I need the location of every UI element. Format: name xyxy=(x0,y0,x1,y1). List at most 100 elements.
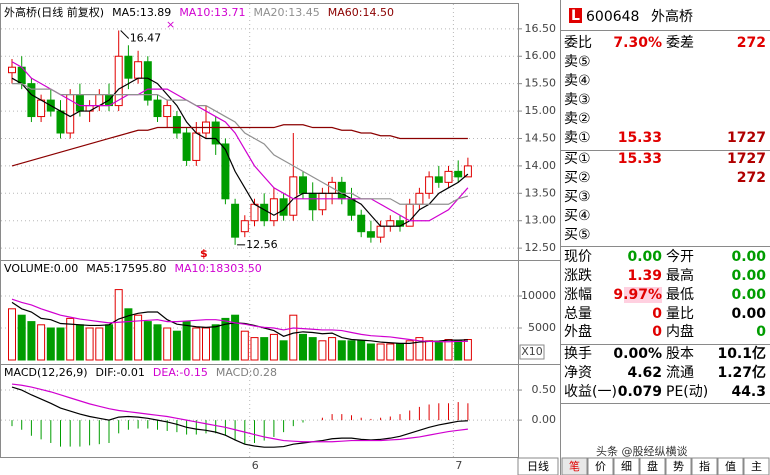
tab-label[interactable]: 盘 xyxy=(647,459,658,473)
candle-body xyxy=(250,203,259,222)
volume-bar xyxy=(192,327,201,361)
row-label: 内盘 xyxy=(666,323,694,340)
row-label: 换手 xyxy=(564,345,592,362)
volume-bar xyxy=(425,340,434,361)
volume-bar xyxy=(66,317,75,361)
y-tick-label: 10000 xyxy=(521,289,556,302)
row-value: 0.079 xyxy=(618,384,662,400)
tab-label[interactable]: 笔 xyxy=(569,459,580,473)
volume-bar xyxy=(240,330,249,361)
quote-panel: L 600648 外高桥 委比 7.30% 委差 272 卖⑤ 卖④ 卖③ 卖② 卖① 15.33… xyxy=(561,8,770,404)
volume-bar xyxy=(17,314,26,361)
candle-body xyxy=(124,55,133,79)
legend-label: MA5:13.89 xyxy=(112,6,171,19)
tab[interactable] xyxy=(665,457,692,475)
row-label: 外盘 xyxy=(564,323,592,340)
y-tick-label: 0.00 xyxy=(532,413,557,426)
volume-bar xyxy=(8,308,16,361)
legend-label: MA10:18303.50 xyxy=(174,262,261,275)
row-label: 卖④ xyxy=(564,73,591,89)
tab-label[interactable]: 指 xyxy=(699,459,710,473)
legend-label: MA60:14.50 xyxy=(328,6,394,19)
candle-body xyxy=(308,192,317,211)
candle-body xyxy=(182,132,191,161)
volume-bar xyxy=(434,341,443,361)
candle-body xyxy=(425,176,434,194)
volume-bar xyxy=(143,321,152,361)
ma-line xyxy=(11,124,468,167)
candle-body xyxy=(211,121,220,145)
volume-bar xyxy=(328,337,337,361)
tab-label[interactable]: 日线 xyxy=(527,459,549,473)
row-value: 0.00 xyxy=(731,287,766,303)
row-label: 委差 xyxy=(666,35,694,51)
legend-label: 外高桥(日线 前复权) xyxy=(4,5,104,19)
tab-label[interactable]: 值 xyxy=(725,460,736,473)
y-tick-label: 15.00 xyxy=(525,104,557,117)
row-label: 买② xyxy=(564,170,591,186)
row-label: 买③ xyxy=(564,189,591,205)
tab[interactable] xyxy=(613,457,640,475)
volume-bar xyxy=(124,308,133,361)
candle-body xyxy=(415,192,424,205)
candle-body xyxy=(289,176,298,216)
row-label: 买④ xyxy=(564,208,591,224)
candle-body xyxy=(260,203,269,222)
row-label: 卖② xyxy=(564,111,591,127)
marker-icon: × xyxy=(166,18,175,31)
row-value: 44.3 xyxy=(731,384,766,400)
candle-body xyxy=(269,198,278,222)
volume-bar xyxy=(37,324,46,361)
volume-bar xyxy=(289,314,298,361)
volume-bar xyxy=(172,330,181,361)
volume-bar xyxy=(221,317,230,361)
tab[interactable] xyxy=(561,457,588,475)
row-value: 0.00 xyxy=(627,249,662,265)
legend-label: DEA:-0.15 xyxy=(153,366,208,379)
volume-bar xyxy=(56,327,65,361)
candle-body xyxy=(56,110,65,134)
volume-bar xyxy=(337,340,346,361)
legend-label: MA20:13.45 xyxy=(254,6,320,19)
row-label: 收益(一) xyxy=(564,384,617,400)
tab-label[interactable]: 价 xyxy=(595,460,606,473)
legend-label: DIF:-0.01 xyxy=(96,366,145,379)
annotation: 16.47 xyxy=(130,31,162,44)
volume-bar xyxy=(405,340,414,361)
volume-bar xyxy=(415,337,424,361)
candle-body xyxy=(347,198,356,216)
volume-bar xyxy=(463,339,472,361)
candle-body xyxy=(75,94,84,112)
row-value: 10.1亿 xyxy=(717,345,766,362)
tab[interactable] xyxy=(517,457,559,475)
tab[interactable] xyxy=(691,457,718,475)
tab-label[interactable]: 主 xyxy=(751,460,762,473)
highlight xyxy=(624,287,662,303)
unit-box xyxy=(519,344,545,360)
row-label: 涨跌 xyxy=(564,268,592,284)
candle-body xyxy=(318,192,327,211)
volume-bar xyxy=(182,321,191,361)
volume-bar xyxy=(153,324,162,361)
candle-body xyxy=(463,165,472,178)
candle-body xyxy=(8,66,16,74)
tab-label[interactable]: 细 xyxy=(621,460,632,473)
volume-bar xyxy=(376,343,385,361)
y-tick-label: 14.00 xyxy=(525,159,557,172)
volume-ma-line xyxy=(11,298,468,343)
volume-bar xyxy=(308,337,317,361)
row-value: 4.62 xyxy=(627,365,662,381)
legend-label: MACD(12,26,9) xyxy=(4,366,88,379)
tab[interactable] xyxy=(587,457,614,475)
legend-label: VOLUME:0.00 xyxy=(4,262,78,275)
candle-body xyxy=(454,170,463,178)
tab[interactable] xyxy=(743,457,770,475)
candle-body xyxy=(163,105,172,118)
volume-bar xyxy=(299,333,307,361)
candle-body xyxy=(172,116,181,134)
tab-label[interactable]: 势 xyxy=(673,460,684,473)
marker-icon: $ xyxy=(200,247,208,260)
tab[interactable] xyxy=(717,457,744,475)
tab[interactable] xyxy=(639,457,666,475)
